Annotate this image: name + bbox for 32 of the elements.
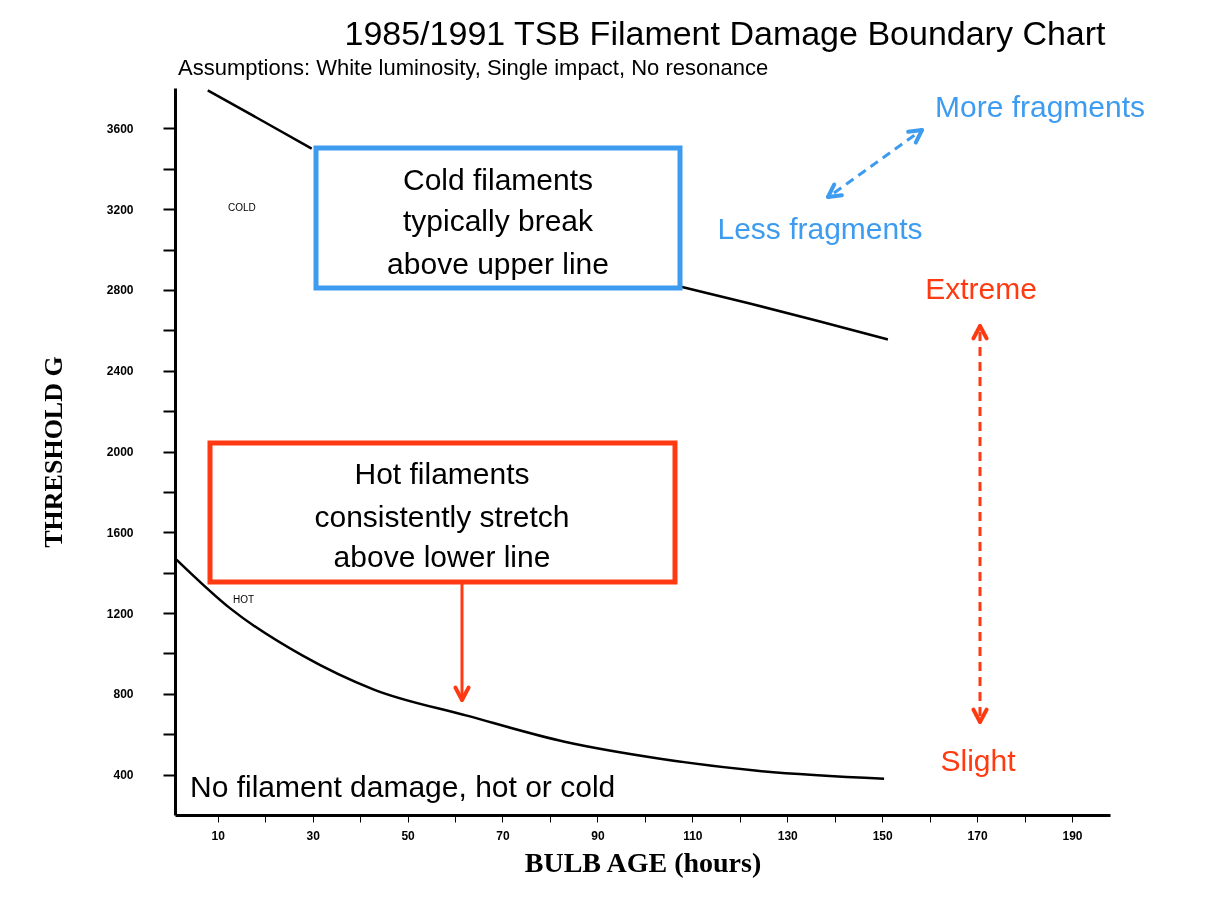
annotation: Extreme bbox=[925, 272, 1037, 305]
x-tick-label: 190 bbox=[1062, 828, 1083, 843]
annotation: Cold filaments typically break above upper line bbox=[387, 163, 609, 280]
x-tick-label: 30 bbox=[306, 828, 321, 843]
annotation: More fragments bbox=[934, 90, 1146, 123]
x-tick-label: 70 bbox=[496, 828, 510, 843]
annotation: Hot filaments consistently stretch above lower line bbox=[314, 457, 570, 573]
x-tick-label: 150 bbox=[872, 828, 894, 843]
annotation: COLD bbox=[228, 202, 256, 213]
x-tick-label: 90 bbox=[591, 828, 605, 843]
x-tick-label: 130 bbox=[777, 828, 799, 843]
x-tick-label: 170 bbox=[967, 828, 988, 843]
y-tick-label: 3200 bbox=[106, 202, 134, 217]
chart-title: 1985/1991 TSB Filament Damage Boundary Chart bbox=[344, 14, 1107, 52]
y-tick-label: 2000 bbox=[106, 445, 134, 459]
annotation: No filament damage, hot or cold bbox=[190, 770, 616, 803]
y-tick-label: 2800 bbox=[106, 283, 134, 298]
x-tick-label: 10 bbox=[211, 828, 226, 843]
annotation: Slight bbox=[940, 744, 1017, 777]
y-tick-label: 800 bbox=[113, 687, 134, 702]
x-axis-title: BULB AGE (hours) bbox=[524, 846, 762, 878]
y-tick-label: 3600 bbox=[106, 121, 134, 136]
y-tick-label: 400 bbox=[113, 768, 134, 783]
y-tick-label: 2400 bbox=[106, 364, 134, 379]
annotation: Less fragments bbox=[717, 212, 923, 245]
x-tick-label: 110 bbox=[683, 828, 703, 843]
annotation: HOT bbox=[233, 594, 255, 605]
chart-subtitle: Assumptions: White luminosity, Single impact, No resonance bbox=[178, 55, 769, 80]
y-tick-label: 1600 bbox=[106, 525, 134, 540]
y-tick-label: 1200 bbox=[106, 606, 134, 621]
x-tick-label: 50 bbox=[401, 828, 416, 843]
y-axis-title: THRESHOLD G bbox=[38, 356, 68, 548]
